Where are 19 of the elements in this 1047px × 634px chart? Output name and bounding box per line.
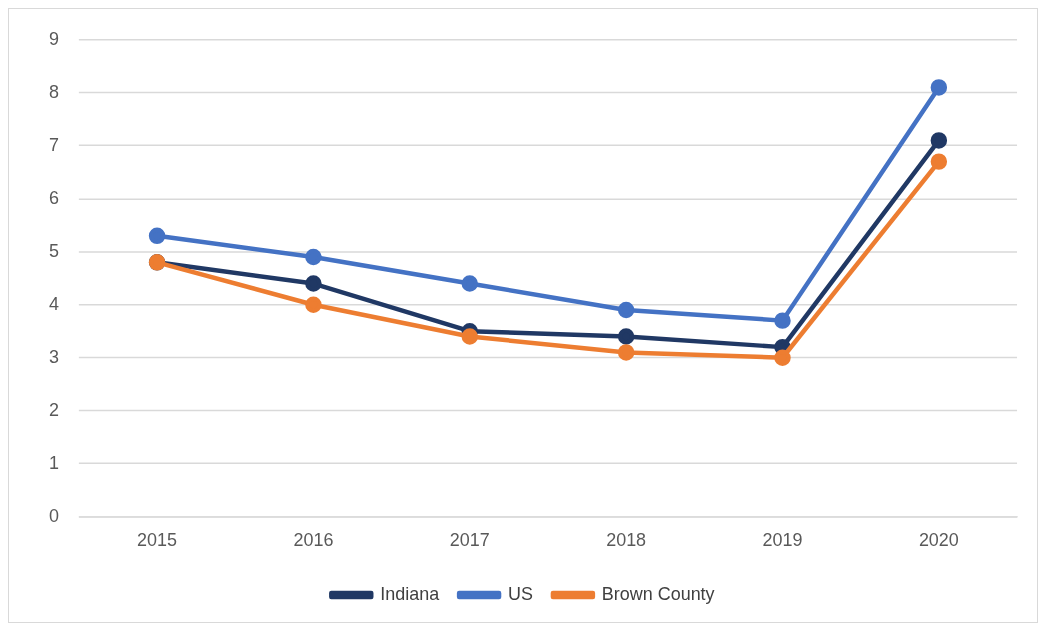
x-tick-label: 2020 [918,530,959,551]
x-tick-label: 2019 [762,530,803,551]
y-tick-label: 4 [48,293,59,314]
x-tick-label: 2016 [293,530,334,551]
legend-label: Indiana [380,584,440,605]
y-tick-label: 1 [48,452,59,473]
x-tick-label: 2018 [606,530,647,551]
y-tick-label: 2 [48,399,59,420]
y-tick-label: 5 [48,240,59,261]
y-tick-label: 3 [48,346,59,367]
legend-label: US [508,584,533,605]
y-tick-label: 8 [48,81,59,102]
y-tick-label: 0 [48,505,59,526]
x-tick-label: 2017 [449,530,490,551]
y-tick-label: 9 [48,28,59,49]
y-tick-label: 6 [48,187,59,208]
y-tick-label: 7 [48,134,59,155]
x-tick-label: 2015 [137,530,178,551]
legend-label: Brown County [601,584,715,605]
